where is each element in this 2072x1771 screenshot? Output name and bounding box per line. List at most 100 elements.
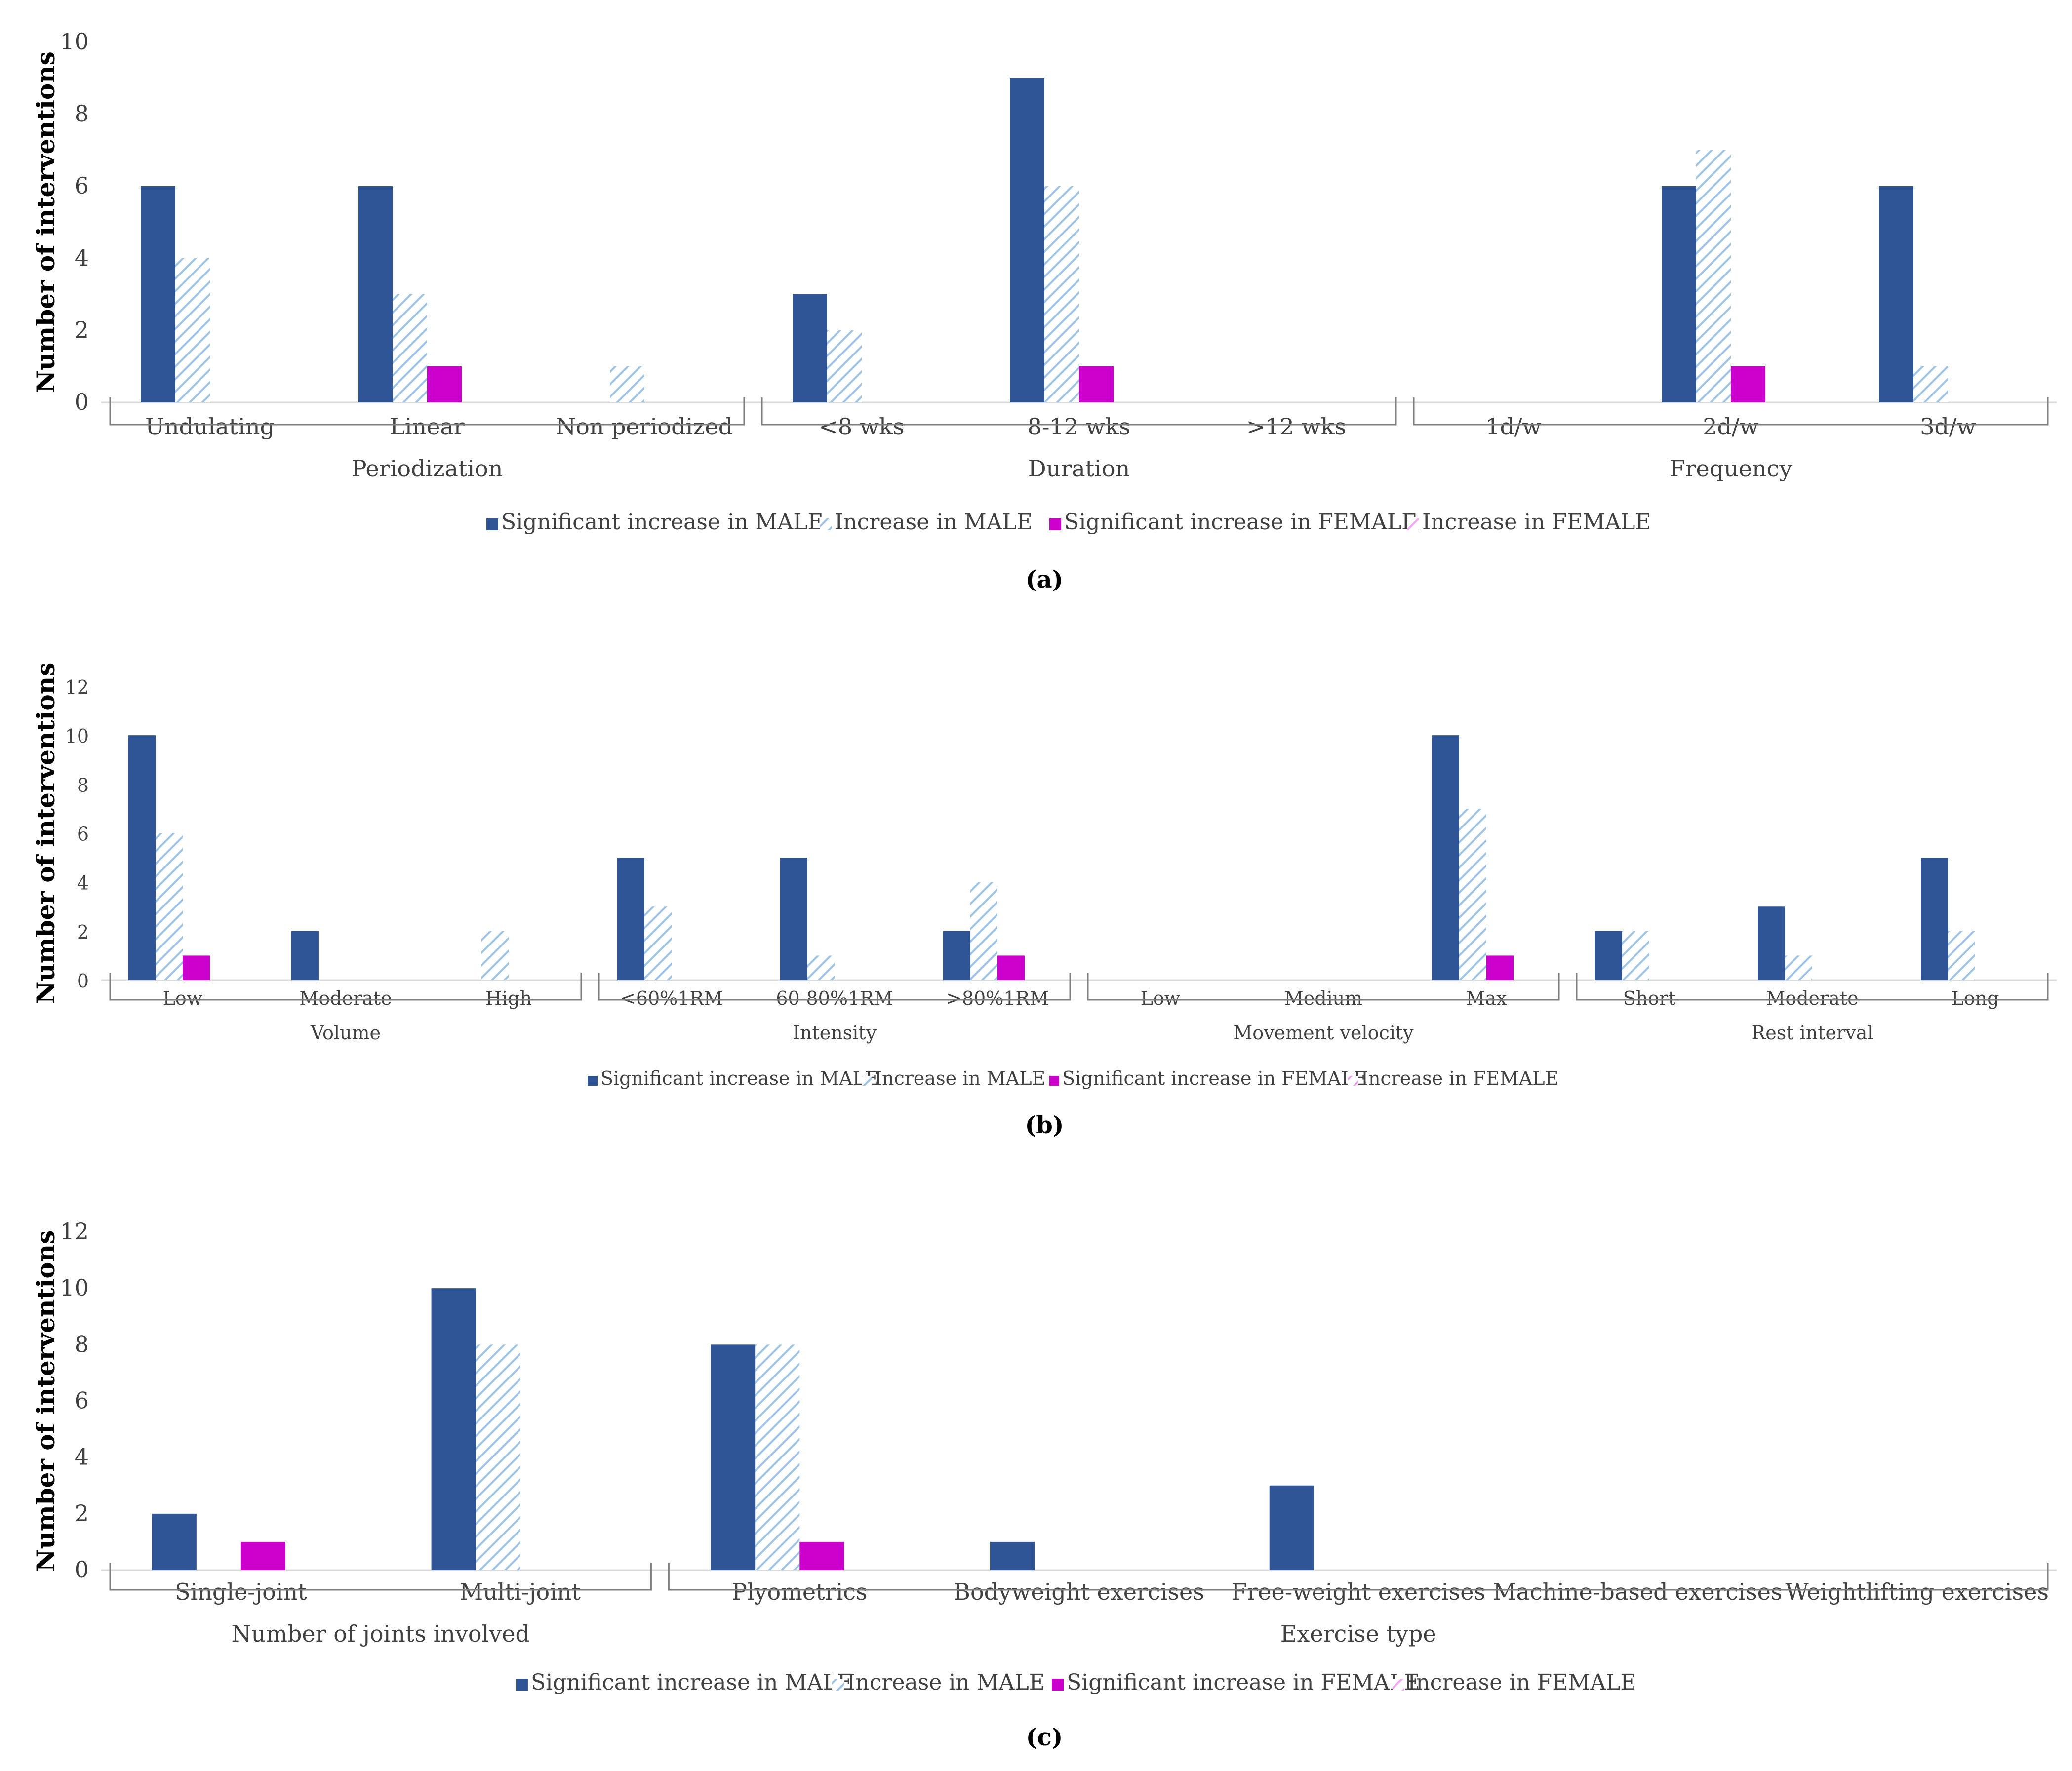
group-bracket xyxy=(761,397,1397,426)
x-category-label: 8-12 wks xyxy=(1028,413,1131,440)
bar-significant-increase-in-male xyxy=(711,1344,756,1570)
bar-increase-in-male xyxy=(1696,150,1731,402)
bar-significant-increase-in-male xyxy=(1595,931,1622,980)
y-tick-label: 12 xyxy=(65,676,89,698)
x-category-label: 3d/w xyxy=(1920,413,1976,440)
bar-significant-increase-in-male xyxy=(1432,735,1459,980)
x-category-label: Moderate xyxy=(1766,987,1858,1009)
x-category-label: 60-80%1RM xyxy=(776,987,893,1009)
bar-significant-increase-in-female xyxy=(427,366,462,402)
bar-significant-increase-in-male xyxy=(990,1541,1035,1570)
legend-swatch xyxy=(862,1076,872,1086)
group-bracket xyxy=(109,1563,652,1591)
group-label: Rest interval xyxy=(1752,1022,1873,1044)
x-category-label: Undulating xyxy=(145,413,275,440)
x-category-label: Single-joint xyxy=(175,1578,307,1605)
panel-label: (a) xyxy=(1026,566,1064,593)
y-tick-label: 0 xyxy=(77,970,89,992)
legend-entry: Significant increase in MALE xyxy=(501,510,824,535)
legend-swatch xyxy=(1393,1679,1404,1691)
y-tick-label: 8 xyxy=(77,774,89,796)
panel-label: (c) xyxy=(1026,1724,1063,1751)
y-axis-label: Number of interventions xyxy=(31,1230,60,1572)
group-bracket xyxy=(109,973,582,1001)
y-axis-label: Number of interventions xyxy=(31,663,60,1004)
y-tick-label: 0 xyxy=(75,389,89,415)
bar-significant-increase-in-female xyxy=(1731,366,1765,402)
legend-entry: Increase in MALE xyxy=(875,1067,1045,1089)
bar-increase-in-male xyxy=(1459,808,1486,980)
bar-increase-in-male xyxy=(393,294,427,402)
bar-increase-in-male xyxy=(970,882,997,980)
bar-significant-increase-in-male xyxy=(780,858,807,980)
y-tick-label: 8 xyxy=(75,1331,89,1357)
legend-swatch xyxy=(1348,1076,1358,1086)
bar-increase-in-male xyxy=(481,931,509,980)
bar-significant-increase-in-male xyxy=(793,294,827,402)
bar-significant-increase-in-male xyxy=(291,931,319,980)
y-tick-label: 8 xyxy=(75,100,89,127)
x-category-label: High xyxy=(485,987,532,1009)
bar-significant-increase-in-female xyxy=(183,955,210,980)
legend-entry: Significant increase in MALE xyxy=(600,1067,879,1089)
group-label: Movement velocity xyxy=(1233,1022,1414,1044)
bar-increase-in-male xyxy=(807,955,835,980)
legend-swatch xyxy=(1052,1679,1064,1691)
bar-significant-increase-in-female xyxy=(1486,955,1514,980)
bar-significant-increase-in-male xyxy=(617,858,644,980)
bar-increase-in-male xyxy=(1044,186,1079,402)
legend-swatch xyxy=(820,518,832,530)
legend-entry: Increase in MALE xyxy=(835,510,1033,535)
bar-significant-increase-in-male xyxy=(943,931,970,980)
x-category-label: Moderate xyxy=(299,987,392,1009)
y-tick-label: 0 xyxy=(75,1556,89,1583)
x-category-label: Plyometrics xyxy=(732,1578,868,1605)
y-tick-label: 6 xyxy=(75,1387,89,1414)
bar-increase-in-male xyxy=(175,258,210,402)
legend-entry: Increase in MALE xyxy=(847,1670,1045,1695)
legend-entry: Significant increase in FEMALE xyxy=(1064,510,1417,535)
legend-swatch xyxy=(1407,518,1419,530)
x-category-label: Max xyxy=(1466,987,1507,1009)
x-category-label: Free-weight exercises xyxy=(1231,1578,1485,1605)
bar-significant-increase-in-male xyxy=(1662,186,1696,402)
bar-increase-in-male xyxy=(1913,366,1948,402)
bar-significant-increase-in-male xyxy=(1010,78,1044,402)
bar-significant-increase-in-male xyxy=(141,186,175,402)
group-label: Duration xyxy=(1028,455,1130,482)
bar-significant-increase-in-male xyxy=(152,1513,197,1570)
bar-significant-increase-in-male xyxy=(431,1288,476,1570)
bar-significant-increase-in-female xyxy=(1079,366,1114,402)
group-label: Periodization xyxy=(352,455,503,482)
group-label: Intensity xyxy=(793,1022,877,1044)
y-tick-label: 4 xyxy=(75,1444,89,1470)
legend-entry: Increase in FEMALE xyxy=(1407,1670,1636,1695)
bar-increase-in-male xyxy=(644,906,672,980)
x-category-label: Medium xyxy=(1284,987,1362,1009)
legend-entry: Significant increase in MALE xyxy=(531,1670,853,1695)
x-category-label: Low xyxy=(163,987,203,1009)
bar-significant-increase-in-female xyxy=(240,1541,285,1570)
y-tick-label: 4 xyxy=(75,244,89,271)
bar-significant-increase-in-male xyxy=(358,186,393,402)
y-tick-label: 10 xyxy=(60,28,89,55)
group-label: Volume xyxy=(310,1022,381,1044)
y-tick-label: 12 xyxy=(60,1218,89,1245)
x-category-label: Bodyweight exercises xyxy=(954,1578,1204,1605)
bar-significant-increase-in-female xyxy=(997,955,1025,980)
bar-increase-in-male xyxy=(1948,931,1975,980)
panel-label: (b) xyxy=(1025,1111,1064,1139)
group-label: Frequency xyxy=(1670,455,1793,482)
bar-increase-in-male xyxy=(1785,955,1812,980)
bar-increase-in-male xyxy=(610,366,644,402)
y-axis-label: Number of interventions xyxy=(31,51,60,393)
x-category-label: Short xyxy=(1623,987,1676,1009)
x-category-label: 1d/w xyxy=(1485,413,1542,440)
group-bracket xyxy=(1087,973,1560,1001)
x-category-label: <8 wks xyxy=(819,413,904,440)
x-category-label: >12 wks xyxy=(1246,413,1347,440)
bar-significant-increase-in-male xyxy=(128,735,156,980)
